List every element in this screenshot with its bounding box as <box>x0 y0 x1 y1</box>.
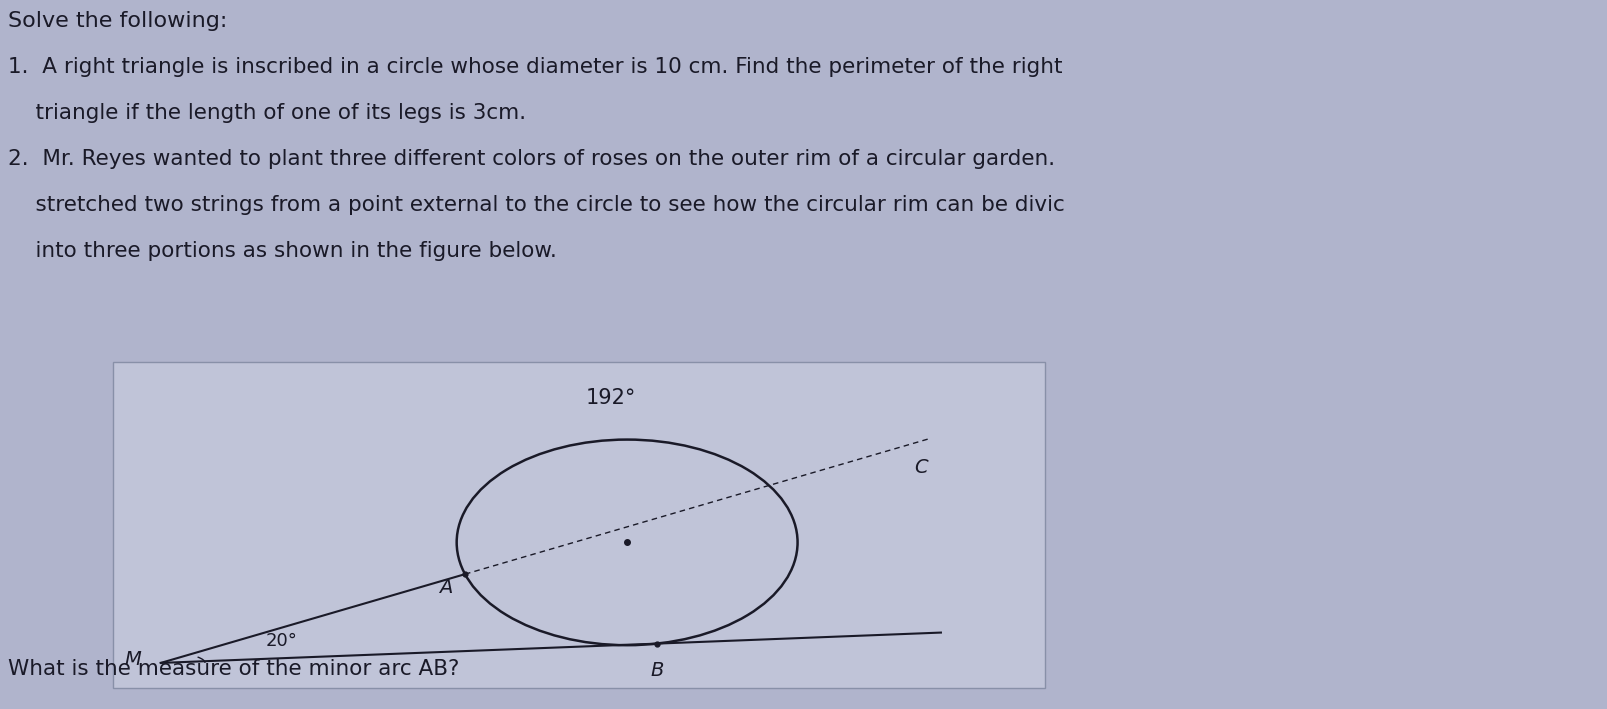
Text: Solve the following:: Solve the following: <box>8 11 227 30</box>
Text: stretched two strings from a point external to the circle to see how the circula: stretched two strings from a point exter… <box>8 195 1064 215</box>
Text: 2.  Mr. Reyes wanted to plant three different colors of roses on the outer rim o: 2. Mr. Reyes wanted to plant three diffe… <box>8 149 1054 169</box>
Text: into three portions as shown in the figure below.: into three portions as shown in the figu… <box>8 241 556 261</box>
Text: 192°: 192° <box>585 388 636 408</box>
Text: A: A <box>439 578 452 597</box>
Text: M: M <box>125 650 141 669</box>
Text: 1.  A right triangle is inscribed in a circle whose diameter is 10 cm. Find the : 1. A right triangle is inscribed in a ci… <box>8 57 1062 77</box>
Text: What is the measure of the minor arc AB?: What is the measure of the minor arc AB? <box>8 659 460 679</box>
Text: 20°: 20° <box>265 632 297 650</box>
Text: B: B <box>649 661 664 681</box>
Text: C: C <box>913 458 927 477</box>
Text: triangle if the length of one of its legs is 3cm.: triangle if the length of one of its leg… <box>8 103 525 123</box>
FancyBboxPatch shape <box>112 362 1045 688</box>
